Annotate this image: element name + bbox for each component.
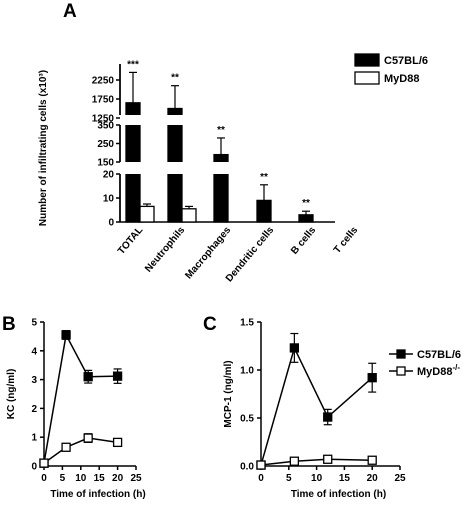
bar-myd88 — [139, 205, 155, 223]
x-category-label: Neutrophils — [143, 225, 187, 275]
legend-label: MyD88 — [384, 73, 419, 85]
y-tick-label: 4 — [31, 346, 37, 357]
data-point-open — [83, 433, 93, 443]
axis-break-gap — [255, 115, 287, 125]
x-axis-title: Time of infection (h) — [50, 489, 145, 500]
legend-marker — [396, 349, 406, 359]
data-point-open — [112, 437, 123, 448]
y-tick-label: 1750 — [92, 95, 115, 106]
legend-label-superscript: -/- — [452, 363, 460, 372]
x-category-label: T cells — [332, 225, 361, 256]
x-tick-label: 25 — [130, 473, 142, 484]
axis-break-gap — [124, 115, 156, 125]
legend-label: C57BL/6 — [384, 55, 428, 67]
axis-break-gap — [255, 162, 287, 174]
data-point-filled — [289, 343, 300, 353]
y-tick-label: 1.0 — [240, 366, 254, 377]
x-category-label: Macrophages — [183, 225, 233, 282]
axis-break-gap — [124, 162, 156, 174]
y-tick-label: 5 — [31, 318, 37, 329]
y-tick-label: 10 — [103, 194, 115, 205]
legend-label-text: C57BL/6 — [417, 349, 461, 361]
significance-label: *** — [127, 59, 139, 70]
bar-c57bl6 — [298, 214, 314, 223]
y-tick-label: 20 — [103, 170, 115, 181]
significance-label: ** — [260, 172, 268, 183]
legend-swatch — [354, 71, 380, 85]
data-point-filled — [112, 371, 123, 381]
x-tick-label: 15 — [94, 473, 106, 484]
axis-break-gap — [212, 162, 244, 174]
x-tick-label: 10 — [311, 473, 323, 484]
y-tick-label: 150 — [97, 158, 114, 169]
data-point-open — [289, 456, 300, 466]
series-line-0 — [43, 332, 118, 464]
legend-label: C57BL/6 — [417, 349, 461, 361]
panel-b: B 0 5 10 15 20 25 0 1 2 3 4 5 Time of infection (h) KC… — [2, 314, 146, 500]
data-point-open — [39, 458, 49, 468]
legend-swatch — [354, 53, 380, 67]
x-tick-label: 5 — [60, 473, 66, 484]
data-point-open — [61, 442, 71, 452]
data-point-open — [323, 454, 333, 464]
y-axis-title: Number of infiltrating cells (x10³) — [38, 70, 49, 226]
panel-letter-a: A — [63, 1, 77, 22]
data-point-filled — [367, 373, 377, 383]
y-tick-label: 3 — [31, 375, 37, 386]
x-category-label: TOTAL — [116, 225, 145, 257]
data-point-open — [256, 460, 266, 470]
y-tick-label: 0.5 — [240, 414, 254, 425]
x-tick-label: 25 — [394, 473, 406, 484]
panel-letter-c: C — [203, 314, 217, 335]
legend-label: MyD88-/- — [417, 363, 460, 378]
x-tick-label: 20 — [367, 473, 379, 484]
data-point-filled — [61, 330, 71, 340]
panel-letter-b: B — [2, 314, 16, 335]
axis-break-gap — [297, 115, 329, 125]
series-line-1 — [43, 437, 118, 464]
significance-label: ** — [302, 198, 310, 209]
x-tick-label: 0 — [41, 473, 47, 484]
x-tick-label: 10 — [75, 473, 87, 484]
axis-break-gap — [166, 115, 198, 125]
y-tick-label: 0 — [31, 462, 37, 473]
axis-break-gap — [339, 162, 371, 174]
axis-break-gap — [166, 162, 198, 174]
y-tick-label: 0.0 — [240, 462, 254, 473]
x-tick-label: 0 — [258, 473, 264, 484]
axis-break-gap — [339, 115, 371, 125]
panel-c: C 0 5 10 15 20 25 0.0 0.5 1.0 1.5 Time of infection… — [203, 314, 461, 500]
y-tick-label: 2 — [31, 404, 37, 415]
legend-marker — [396, 366, 406, 376]
y-tick-label: 0 — [108, 218, 114, 229]
x-axis-title: Time of infection (h) — [291, 489, 386, 500]
bar-c57bl6 — [256, 199, 272, 223]
y-axis-title: MCP-1 (ng/ml) — [223, 360, 234, 427]
x-tick-label: 20 — [112, 473, 124, 484]
significance-label: ** — [217, 125, 225, 136]
data-point-filled — [83, 372, 93, 382]
data-point-open — [367, 455, 377, 465]
bar-myd88 — [181, 208, 197, 223]
y-tick-label: 2250 — [92, 76, 115, 87]
y-axis-title: KC (ng/ml) — [6, 369, 17, 420]
x-tick-label: 15 — [339, 473, 351, 484]
axis-break-gap — [297, 162, 329, 174]
y-tick-label: 1250 — [92, 114, 115, 125]
data-point-filled — [323, 412, 333, 422]
y-tick-label: 250 — [97, 139, 114, 150]
y-tick-label: 1.5 — [240, 318, 254, 329]
y-tick-label: 350 — [97, 121, 114, 132]
series-line-1 — [260, 458, 373, 466]
x-tick-label: 5 — [286, 473, 292, 484]
significance-label: ** — [171, 73, 179, 84]
legend-label-text: MyD88 — [417, 366, 452, 378]
y-tick-label: 1 — [31, 433, 37, 444]
series-line-0 — [260, 345, 373, 466]
axis-break-gap — [212, 115, 244, 125]
x-category-label: B cells — [289, 225, 318, 257]
